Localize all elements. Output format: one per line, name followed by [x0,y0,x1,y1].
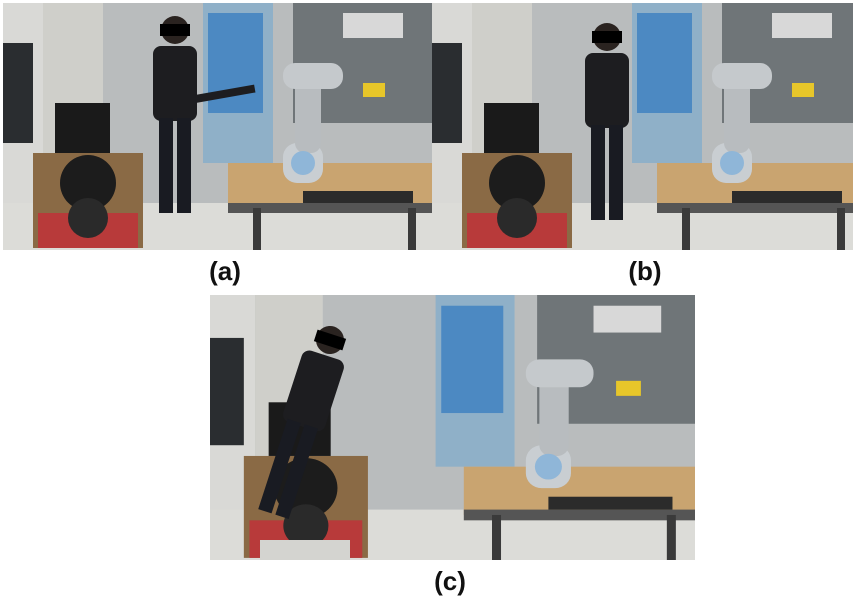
photo-a [3,3,433,250]
panel-label: (b) [628,256,661,286]
panel-label: (a) [209,256,241,286]
photo-c [210,295,695,560]
page: (a) (b) (c) (() => { const data = JSON.p… [0,0,853,603]
photo-b [432,3,853,250]
figure: (a) (b) (c) [0,0,853,603]
panel-label: (c) [434,566,466,596]
